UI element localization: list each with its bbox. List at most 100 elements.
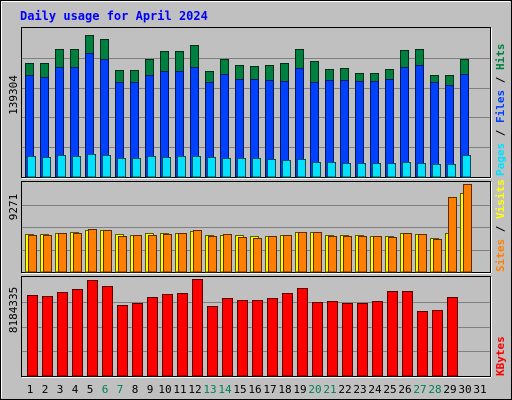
hits-bars [25, 35, 471, 178]
visits-bar-sites-day-12 [193, 230, 202, 273]
visits-bar-sites-day-26 [403, 233, 412, 273]
kbytes-bar-kbytes-day-18 [282, 293, 293, 377]
kbytes-bar-kbytes-day-15 [237, 300, 248, 377]
visits-bar-sites-day-9 [148, 235, 157, 273]
legend-pages: Pages [494, 143, 507, 176]
day-label-17: 17 [263, 383, 276, 396]
day-label-5: 5 [87, 383, 94, 396]
visits-bar-sites-day-29 [448, 197, 457, 273]
kbytes-bar-kbytes-day-16 [252, 300, 263, 377]
kbytes-bar-kbytes-day-14 [222, 298, 233, 377]
day-label-3: 3 [57, 383, 64, 396]
kbytes-bar-kbytes-day-3 [57, 292, 68, 377]
kbytes-legend: KBytes [494, 336, 507, 376]
day-label-30: 30 [458, 383, 471, 396]
hits-bar-pages-day-12 [192, 156, 201, 178]
kbytes-bar-kbytes-day-19 [297, 288, 308, 377]
kbytes-bar-kbytes-day-7 [117, 305, 128, 377]
visits-bar-sites-day-15 [238, 237, 247, 273]
legend-separator: / [494, 123, 507, 143]
visits-bar-sites-day-10 [163, 234, 172, 273]
visits-bar-sites-day-18 [283, 235, 292, 273]
legend-visits: Visits [494, 179, 507, 219]
kbytes-bar-kbytes-day-5 [87, 280, 98, 377]
hits-bar-pages-day-30 [462, 155, 471, 178]
visits-bar-sites-day-28 [433, 239, 442, 273]
day-label-20: 20 [308, 383, 321, 396]
day-label-11: 11 [173, 383, 186, 396]
legend-hits: Hits [494, 44, 507, 71]
hits-bar-pages-day-10 [162, 157, 171, 178]
hits-bar-pages-day-23 [357, 163, 366, 178]
legend-kbytes: KBytes [494, 336, 507, 376]
hits-bar-pages-day-26 [402, 162, 411, 178]
hits-bar-pages-day-14 [222, 158, 231, 178]
day-label-21: 21 [323, 383, 336, 396]
hits-files-pages-panel: 139304 Pages / Files / Hits [7, 27, 507, 179]
day-label-25: 25 [383, 383, 396, 396]
legend-separator: / [494, 70, 507, 90]
kbytes-bar-kbytes-day-13 [207, 306, 218, 377]
hits-bar-pages-day-24 [372, 163, 381, 178]
visits-bar-sites-day-19 [298, 232, 307, 273]
visits-bars [25, 184, 472, 273]
hits-bar-pages-day-9 [147, 156, 156, 178]
hits-legend-text: Pages / Files / Hits [494, 44, 507, 177]
hits-bar-pages-day-21 [327, 162, 336, 178]
visits-bar-sites-day-24 [373, 236, 382, 273]
kbytes-legend-text: KBytes [494, 336, 507, 376]
day-label-19: 19 [293, 383, 306, 396]
kbytes-bar-kbytes-day-6 [102, 286, 113, 377]
visits-bar-sites-day-6 [103, 230, 112, 273]
visits-bar-sites-day-22 [343, 236, 352, 273]
kbytes-bar-kbytes-day-17 [267, 298, 278, 377]
kbytes-bar-kbytes-day-9 [147, 297, 158, 377]
kbytes-bar-kbytes-day-8 [132, 303, 143, 377]
hits-bar-pages-day-22 [342, 163, 351, 178]
visits-bar-sites-day-30 [463, 184, 472, 273]
visits-bar-sites-day-16 [253, 238, 262, 273]
visits-bar-sites-day-3 [58, 233, 67, 273]
hits-bar-files-day-27 [415, 65, 424, 178]
day-label-16: 16 [248, 383, 261, 396]
visits-bar-sites-day-17 [268, 236, 277, 273]
kbytes-bar-kbytes-day-11 [177, 293, 188, 377]
day-label-7: 7 [117, 383, 124, 396]
hits-bar-pages-day-5 [87, 154, 96, 178]
day-label-18: 18 [278, 383, 291, 396]
hits-bar-pages-day-19 [297, 159, 306, 178]
legend-files: Files [494, 90, 507, 123]
kbytes-bar-kbytes-day-22 [342, 303, 353, 377]
visits-bar-sites-day-5 [88, 229, 97, 273]
visits-bar-sites-day-7 [118, 236, 127, 273]
day-label-2: 2 [42, 383, 49, 396]
visits-bar-sites-day-4 [73, 233, 82, 273]
visits-bar-sites-day-8 [133, 235, 142, 273]
day-label-15: 15 [233, 383, 246, 396]
visits-bar-sites-day-25 [388, 237, 397, 273]
hits-bar-files-day-24 [370, 81, 379, 178]
kbytes-bar-kbytes-day-2 [42, 296, 53, 377]
legend-sites: Sites [494, 239, 507, 272]
visits-bar-sites-day-14 [223, 234, 232, 273]
day-label-29: 29 [443, 383, 456, 396]
day-label-24: 24 [368, 383, 382, 396]
hits-bar-pages-day-7 [117, 158, 126, 178]
hits-bar-files-day-22 [340, 80, 349, 178]
visits-bar-sites-day-21 [328, 236, 337, 273]
hits-bar-pages-day-20 [312, 162, 321, 178]
hits-bar-pages-day-2 [42, 157, 51, 178]
hits-bar-files-day-26 [400, 67, 409, 178]
kbytes-bar-kbytes-day-23 [357, 303, 368, 377]
kbytes-bar-kbytes-day-4 [72, 289, 83, 377]
day-label-4: 4 [72, 383, 79, 396]
hits-bar-pages-day-8 [132, 158, 141, 178]
visits-bar-sites-day-23 [358, 236, 367, 273]
visits-bar-sites-day-13 [208, 236, 217, 273]
kbytes-bar-kbytes-day-12 [192, 279, 203, 377]
kbytes-bar-kbytes-day-10 [162, 294, 173, 377]
kbytes-bar-kbytes-day-1 [27, 295, 38, 377]
kbytes-ymax-label: 8184335 [7, 287, 20, 333]
hits-bar-pages-day-28 [432, 164, 441, 178]
